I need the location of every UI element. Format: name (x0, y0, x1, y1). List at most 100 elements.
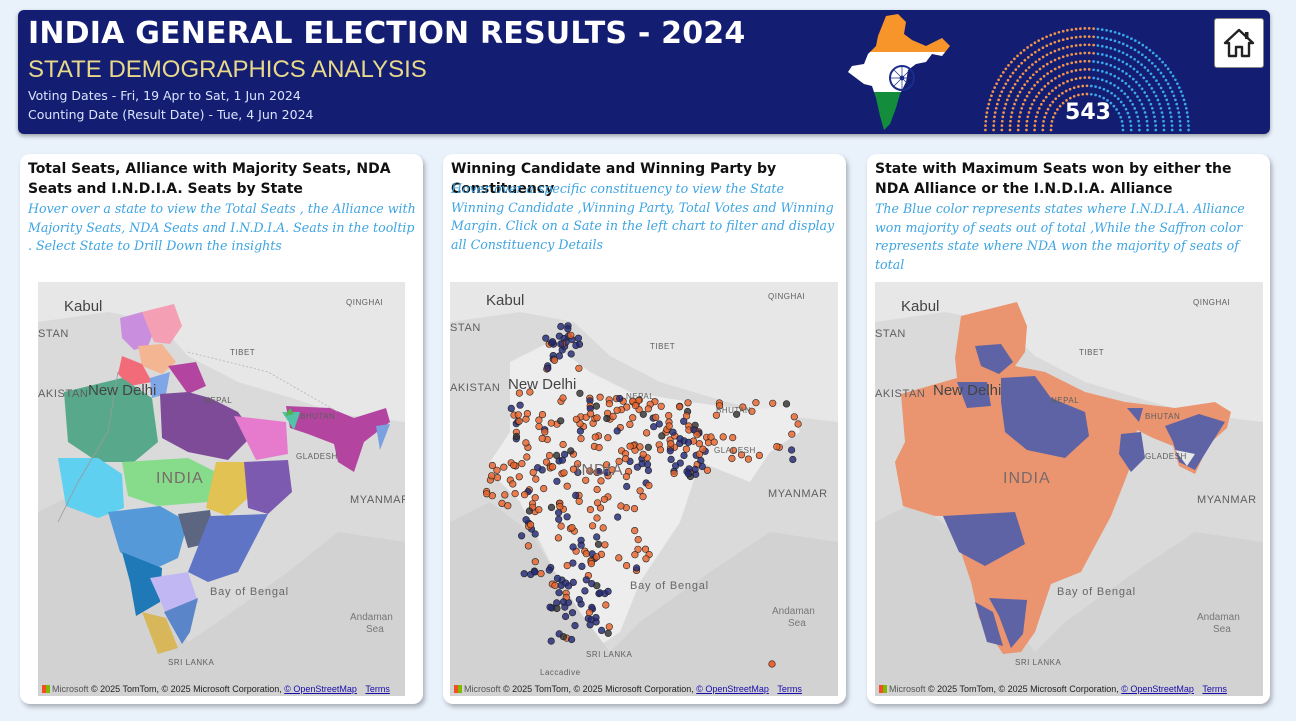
constituency-dot[interactable] (676, 403, 684, 411)
constituency-dot[interactable] (596, 393, 604, 401)
constituency-dot[interactable] (581, 587, 589, 595)
constituency-dot[interactable] (483, 490, 491, 498)
home-button[interactable] (1214, 18, 1264, 68)
constituency-dot[interactable] (535, 422, 543, 431)
constituency-dot[interactable] (552, 451, 561, 459)
constituency-dot[interactable] (657, 402, 665, 410)
constituency-dot[interactable] (575, 364, 583, 372)
constituency-dot[interactable] (585, 608, 593, 617)
constituency-dot[interactable] (769, 399, 777, 407)
constituency-dot[interactable] (655, 420, 663, 428)
constituency-dot[interactable] (548, 338, 557, 346)
constituency-dot[interactable] (697, 457, 705, 465)
constituency-dot[interactable] (563, 562, 571, 570)
constituency-dot[interactable] (639, 493, 647, 501)
constituency-dot[interactable] (571, 622, 579, 630)
constituency-dot[interactable] (567, 447, 575, 455)
constituency-dot[interactable] (546, 603, 554, 611)
constituency-dot[interactable] (623, 482, 631, 491)
constituency-dot[interactable] (644, 405, 652, 413)
constituency-dot[interactable] (555, 515, 563, 523)
constituency-dot[interactable] (563, 482, 571, 490)
constituency-dot[interactable] (616, 394, 624, 403)
constituency-dot[interactable] (773, 443, 781, 451)
constituency-dot[interactable] (733, 410, 741, 418)
constituency-dot[interactable] (615, 457, 623, 465)
constituency-dot[interactable] (596, 589, 604, 597)
constituency-dot[interactable] (634, 545, 642, 553)
constituency-dot[interactable] (529, 468, 537, 476)
constituency-dot[interactable] (589, 522, 597, 530)
constituency-dot[interactable] (593, 514, 601, 522)
constituency-dot[interactable] (501, 491, 509, 499)
constituency-dot[interactable] (514, 411, 522, 419)
constituency-dot[interactable] (683, 412, 691, 420)
constituency-dot[interactable] (587, 410, 595, 418)
constituency-dot[interactable] (538, 411, 547, 419)
constituency-dot[interactable] (560, 469, 568, 477)
constituency-dot[interactable] (523, 453, 531, 461)
constituency-dot[interactable] (574, 334, 582, 342)
constituency-dot[interactable] (794, 420, 802, 428)
constituency-dot[interactable] (576, 389, 584, 397)
constituency-dot[interactable] (534, 464, 542, 472)
constituency-dot[interactable] (557, 417, 565, 425)
constituency-dot[interactable] (593, 485, 601, 494)
terms-link[interactable]: Terms (777, 684, 802, 694)
constituency-dot[interactable] (577, 541, 585, 549)
constituency-dot[interactable] (599, 524, 607, 532)
constituency-dot[interactable] (693, 431, 701, 439)
constituency-dot[interactable] (593, 533, 601, 541)
constituency-dot[interactable] (631, 527, 639, 535)
constituency-dot[interactable] (608, 466, 616, 474)
constituency-dot[interactable] (593, 553, 601, 561)
constituency-dot[interactable] (520, 491, 529, 499)
constituency-dot[interactable] (595, 444, 603, 452)
constituency-dot[interactable] (667, 455, 675, 463)
constituency-dot[interactable] (604, 587, 612, 596)
constituency-dot[interactable] (691, 465, 699, 473)
constituency-dot[interactable] (572, 415, 580, 423)
terms-link[interactable]: Terms (1202, 684, 1227, 694)
constituency-dot[interactable] (622, 455, 630, 463)
constituency-dot[interactable] (636, 487, 644, 495)
constituency-dot[interactable] (582, 576, 590, 584)
constituency-dots[interactable] (482, 322, 802, 668)
constituency-dot[interactable] (547, 419, 555, 427)
state-seats-map[interactable]: Kabul QINGHAI STAN TIBET New Delhi AKIST… (38, 282, 405, 696)
constituency-dot[interactable] (729, 434, 737, 442)
constituency-dot[interactable] (788, 446, 796, 454)
constituency-dot[interactable] (544, 364, 552, 372)
constituency-dot[interactable] (555, 352, 563, 360)
constituency-dot[interactable] (656, 446, 665, 454)
constituency-dot[interactable] (672, 462, 680, 470)
constituency-dot[interactable] (577, 435, 585, 443)
constituency-dot[interactable] (626, 420, 634, 428)
constituency-dot[interactable] (553, 574, 562, 583)
constituency-dot[interactable] (629, 414, 637, 422)
constituency-dot[interactable] (556, 502, 564, 511)
constituency-dot[interactable] (782, 400, 791, 408)
constituency-dot[interactable] (531, 568, 539, 576)
alliance-regions[interactable] (895, 302, 1231, 654)
constituency-dot[interactable] (739, 403, 747, 411)
constituency-dot[interactable] (547, 637, 555, 645)
constituency-dot[interactable] (569, 578, 577, 587)
constituency-dot[interactable] (569, 543, 577, 551)
constituency-dot[interactable] (535, 506, 543, 514)
constituency-dot[interactable] (641, 545, 650, 553)
constituency-dot[interactable] (644, 466, 652, 475)
constituency-dot[interactable] (540, 485, 548, 493)
constituency-dot[interactable] (587, 616, 595, 624)
constituency-dot[interactable] (525, 507, 533, 515)
constituency-dot[interactable] (559, 394, 567, 402)
constituency-dot[interactable] (531, 530, 539, 538)
constituency-dot[interactable] (710, 438, 718, 446)
constituency-dot[interactable] (578, 562, 586, 571)
constituency-dot[interactable] (684, 399, 692, 407)
constituency-dot[interactable] (684, 438, 692, 446)
terms-link[interactable]: Terms (365, 684, 390, 694)
constituency-dot[interactable] (547, 503, 556, 511)
constituency-dot[interactable] (594, 499, 602, 507)
constituency-dot[interactable] (559, 598, 568, 606)
